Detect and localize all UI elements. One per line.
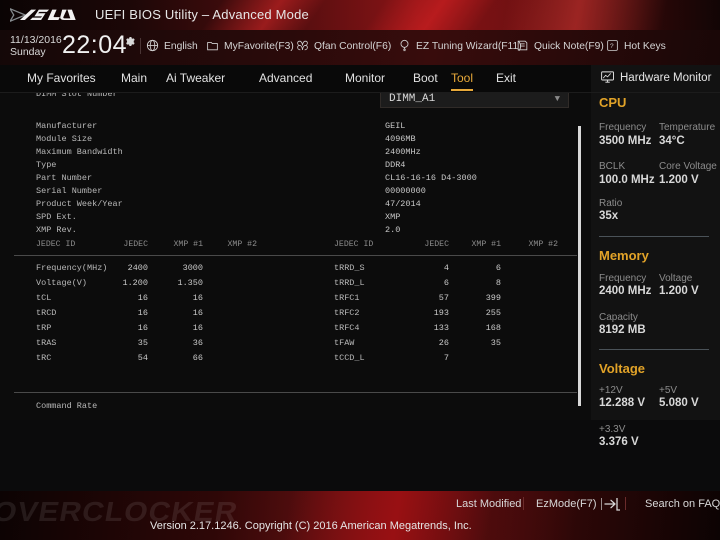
svg-text:?: ?: [610, 43, 614, 50]
